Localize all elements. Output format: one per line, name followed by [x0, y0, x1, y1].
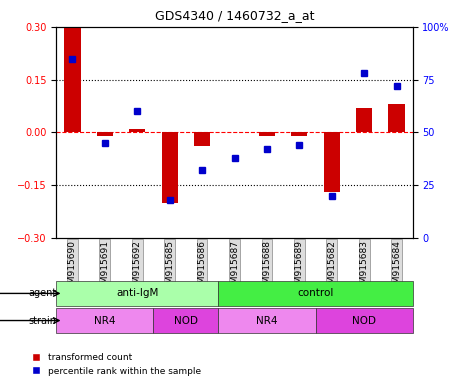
Bar: [129, 129, 145, 132]
Text: GSM915688: GSM915688: [262, 240, 272, 295]
Bar: [162, 132, 178, 203]
Text: GSM915683: GSM915683: [360, 240, 369, 295]
Title: GDS4340 / 1460732_a_at: GDS4340 / 1460732_a_at: [155, 8, 314, 22]
Text: GSM915685: GSM915685: [165, 240, 174, 295]
Bar: [356, 108, 372, 132]
Bar: [324, 132, 340, 192]
Text: GSM915687: GSM915687: [230, 240, 239, 295]
Text: NOD: NOD: [174, 316, 198, 326]
Text: NR4: NR4: [256, 316, 278, 326]
Bar: [194, 132, 210, 146]
Text: NR4: NR4: [94, 316, 116, 326]
FancyBboxPatch shape: [316, 308, 413, 333]
Bar: [259, 132, 275, 136]
Text: GSM915692: GSM915692: [133, 240, 142, 295]
Text: strain: strain: [28, 316, 56, 326]
Legend: transformed count, percentile rank within the sample: transformed count, percentile rank withi…: [28, 349, 204, 379]
Bar: [388, 104, 405, 132]
FancyBboxPatch shape: [56, 308, 153, 333]
Bar: [64, 27, 81, 132]
Text: agent: agent: [28, 288, 56, 298]
Text: GSM915689: GSM915689: [295, 240, 304, 295]
FancyBboxPatch shape: [218, 308, 316, 333]
Text: GSM915682: GSM915682: [327, 240, 336, 295]
FancyBboxPatch shape: [56, 281, 218, 306]
Text: control: control: [297, 288, 334, 298]
Bar: [97, 132, 113, 136]
FancyBboxPatch shape: [218, 281, 413, 306]
Text: GSM915686: GSM915686: [197, 240, 207, 295]
Text: anti-IgM: anti-IgM: [116, 288, 159, 298]
Text: GSM915690: GSM915690: [68, 240, 77, 295]
FancyBboxPatch shape: [153, 308, 218, 333]
Text: GSM915684: GSM915684: [392, 240, 401, 295]
Text: GSM915691: GSM915691: [100, 240, 109, 295]
Bar: [291, 132, 307, 136]
Text: NOD: NOD: [352, 316, 376, 326]
